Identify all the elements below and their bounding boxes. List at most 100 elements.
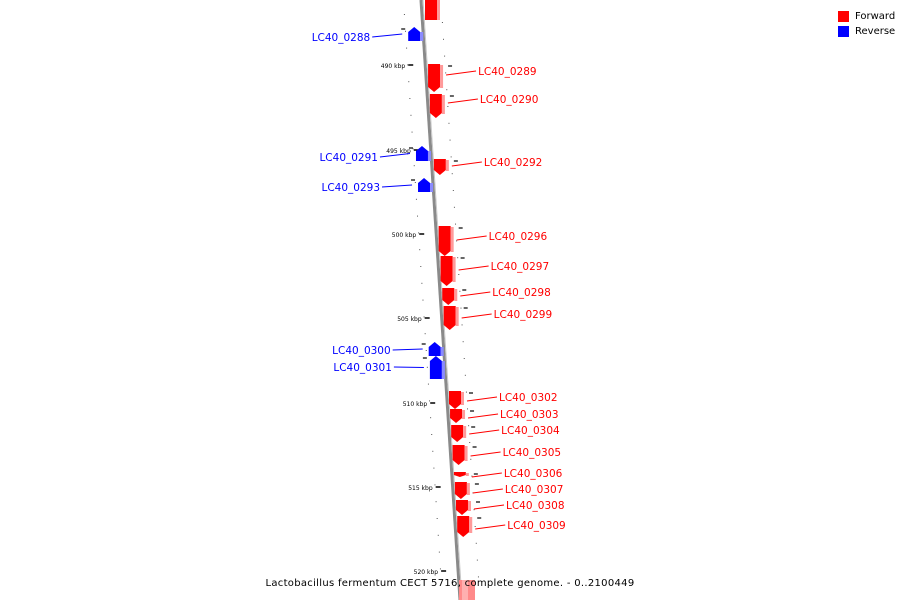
gene-glyph [442,288,455,305]
gene-glyph [449,391,461,409]
gene-glyph [440,256,453,286]
gene-glyph-shade [445,160,449,171]
gene-glyph-shade [450,227,454,252]
gene-leader [447,98,478,104]
gene-leader [392,348,423,351]
gene-LC40_0308: LC40_0308 [455,500,565,515]
gene-label: LC40_0306 [504,468,563,480]
gene-glyph-shade [440,65,444,88]
gene-leader [393,366,424,368]
genome-caption: Lactobacillus fermentum CECT 5716, compl… [265,578,635,589]
gene-LC40_0301: LC40_0301 [333,356,445,379]
gene-leader [475,524,506,530]
gene-leader [381,184,413,188]
gene-LC40_0299: LC40_0299 [443,306,553,330]
gene-LC40_0290: LC40_0290 [429,94,539,118]
minor-ticks [403,14,479,578]
gene-label: LC40_0290 [480,94,539,106]
gene-leader [470,451,501,457]
gene-leader [458,265,489,271]
gene-LC40_0300: LC40_0300 [332,342,444,357]
gene-label: LC40_0298 [492,287,551,299]
gene-leader [460,291,491,297]
gene-label: LC40_0293 [322,182,381,194]
legend-label-forward: Forward [855,11,896,22]
gene-label: LC40_0302 [499,392,558,404]
gene-glyph [457,516,470,537]
gene-glyph-shade [467,501,471,511]
tick-label: 500 kbp [392,232,417,239]
gene-glyph-shade [462,410,466,419]
gene-LC40_0305: LC40_0305 [452,445,561,465]
gene-label: LC40_0300 [332,345,391,357]
gene-LC40_0302: LC40_0302 [449,391,558,409]
gene-glyph-shade [441,95,445,114]
gene-glyph [418,178,431,192]
gene-glyph [438,226,451,256]
genome-backbone [419,0,462,600]
gene-glyph-shade [463,426,467,438]
gene-label: LC40_0288 [312,32,371,44]
legend-swatch-reverse [838,26,849,37]
gene-LC40_0306: LC40_0306 [453,468,563,480]
gene-leader [456,235,487,241]
gene-glyph [453,472,466,477]
gene-leader [372,33,403,38]
gene-glyph [428,64,441,92]
gene-LC40_0309: LC40_0309 [457,516,566,537]
gene-glyph-shade [466,483,470,495]
gene-LC40_0304: LC40_0304 [451,425,560,442]
gene-label: LC40_0292 [484,157,543,169]
gene-glyph-shade [430,183,434,192]
gene-glyph-shade [455,307,459,326]
gene-leader [461,313,492,319]
gene-LC40_0293: LC40_0293 [322,178,434,194]
gene-label: LC40_0307 [505,484,564,496]
gene-label: LC40_0304 [501,425,560,437]
gene-glyph [408,27,421,41]
legend: Forward Reverse [838,9,895,39]
gene-glyph-shade [454,289,458,301]
tick-label: 495 kbp [386,148,411,155]
gene-glyph [429,94,442,118]
gene-label: LC40_0289 [478,66,537,78]
gene-partial-top [425,0,440,20]
gene-track: LC40_0288 LC40_0289 LC40_0290 LC40_0291 LC40… [312,27,566,537]
gene-partial-bottom [459,580,475,600]
tick-label: 515 kbp [408,485,433,492]
gene-LC40_0291: LC40_0291 [319,146,431,164]
gene-glyph-shade [461,392,464,405]
gene-leader [467,413,499,419]
gene-glyph [451,425,464,442]
gene-glyph-shade [469,517,473,533]
gene-glyph [415,146,428,161]
gene-glyph-shade [465,473,469,476]
gene-glyph [450,409,463,423]
gene-glyph [433,159,446,175]
gene-label: LC40_0296 [489,231,548,243]
gene-leader [473,504,505,510]
gene-LC40_0297: LC40_0297 [440,256,550,286]
legend-item-forward: Forward [838,9,895,24]
legend-item-reverse: Reverse [838,24,895,39]
gene-leader [469,429,500,435]
gene-glyph [452,445,465,465]
gene-glyph [429,356,442,379]
gene-glyph-shade [441,361,445,379]
gene-leader [472,488,503,494]
gene-glyph [455,500,468,515]
gene-label: LC40_0301 [333,362,392,374]
gene-glyph [443,306,456,330]
major-ticks: 490 kbp 495 kbp 500 kbp 505 kbp 510 kbp 515 k… [381,63,447,576]
gene-LC40_0298: LC40_0298 [442,287,551,305]
gene-glyph-shade [427,151,431,161]
gene-label: LC40_0309 [507,520,566,532]
gene-label: LC40_0297 [491,261,550,273]
tick-label: 510 kbp [403,401,428,408]
gene-glyph [454,482,467,499]
gene-label: LC40_0299 [494,309,553,321]
gene-LC40_0307: LC40_0307 [454,482,564,499]
gene-glyph-shade [464,446,468,461]
gene-leader [466,396,498,402]
